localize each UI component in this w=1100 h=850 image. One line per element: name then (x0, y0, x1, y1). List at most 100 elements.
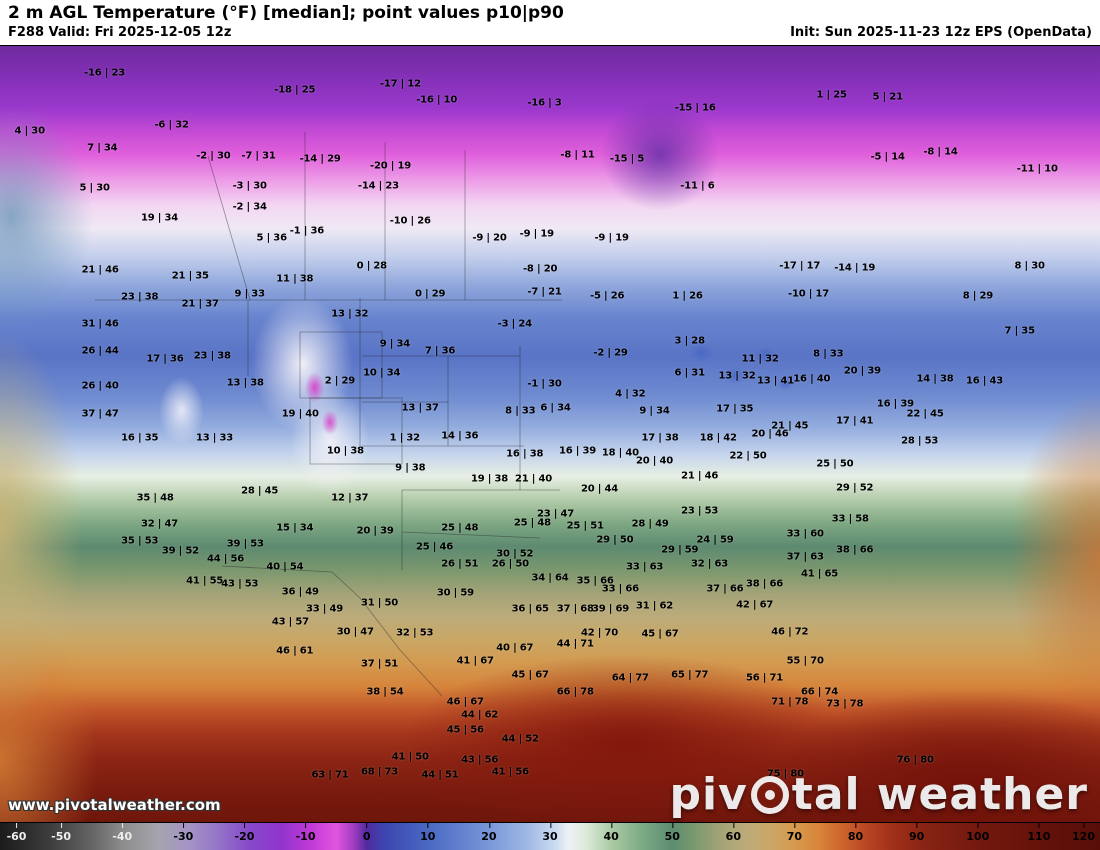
map-header: 2 m AGL Temperature (°F) [median]; point… (0, 0, 1100, 46)
point-value: 19 | 34 (140, 212, 179, 224)
point-value: 7 | 34 (87, 142, 118, 154)
point-value: -20 | 19 (370, 160, 411, 171)
point-value: 19 | 40 (281, 408, 319, 420)
point-value: 29 | 50 (596, 534, 634, 546)
point-value: 35 | 66 (576, 575, 614, 587)
point-value: 12 | 37 (331, 492, 369, 504)
point-value: 28 | 53 (901, 435, 939, 447)
point-value: 26 | 40 (81, 380, 119, 392)
colorbar-tick-label: 0 (363, 823, 370, 850)
point-value: -16 | 10 (416, 94, 458, 106)
point-value: 26 | 50 (491, 558, 529, 570)
point-value: 25 | 48 (513, 517, 551, 529)
point-value: 41 | 56 (491, 766, 529, 778)
point-value: 45 | 67 (511, 669, 549, 681)
point-value: 20 | 44 (580, 483, 619, 495)
point-value: 16 | 40 (793, 373, 831, 385)
colorbar-tick-label: 110 (1027, 823, 1050, 850)
point-value: -9 | 19 (519, 228, 554, 240)
point-value: 25 | 48 (441, 522, 479, 534)
point-value: 37 | 47 (81, 408, 119, 420)
point-value: 33 | 49 (305, 603, 344, 615)
point-value: 13 | 32 (331, 308, 369, 320)
point-value: 44 | 62 (461, 709, 499, 721)
point-value: 46 | 61 (276, 645, 314, 657)
point-value: 30 | 47 (336, 626, 374, 638)
point-value: 46 | 67 (446, 696, 484, 708)
point-value: 9 | 34 (379, 338, 411, 350)
point-value: 56 | 71 (745, 672, 784, 684)
point-value: -14 | 23 (357, 180, 399, 192)
point-value: 45 | 67 (641, 628, 679, 640)
point-value: 23 | 38 (193, 350, 231, 362)
point-value: 33 | 58 (831, 513, 869, 525)
point-value: 8 | 29 (962, 290, 994, 302)
point-value: -16 | 23 (84, 67, 125, 79)
colorbar-tick-label: 100 (966, 823, 989, 850)
point-value: 18 | 40 (601, 447, 639, 459)
point-value: 26 | 44 (81, 345, 119, 357)
colorbar: -60 -50 -40 -30 -20 -10 0 10 20 30 40 50 60 70 80 90 100… (0, 822, 1100, 850)
point-value: -1 | 30 (527, 378, 562, 390)
watermark-url: www.pivotalweather.com (8, 796, 221, 814)
point-value: 38 | 66 (745, 578, 784, 590)
point-value: -11 | 6 (680, 180, 715, 192)
point-value: 65 | 77 (671, 669, 709, 681)
point-value: -2 | 34 (232, 201, 267, 213)
point-value: 66 | 74 (800, 686, 839, 698)
point-value: 25 | 50 (816, 458, 854, 470)
point-value: 35 | 48 (136, 492, 174, 504)
page-title: 2 m AGL Temperature (°F) [median]; point… (8, 3, 564, 23)
colorbar-tick-label: 10 (420, 823, 435, 850)
point-value: 33 | 66 (601, 583, 639, 595)
point-value: -17 | 17 (779, 260, 821, 272)
point-value: 4 | 32 (615, 388, 646, 400)
brand-text-post: tal weather (791, 769, 1088, 820)
point-value: 29 | 52 (836, 482, 874, 494)
colorbar-tick-label: -50 (51, 823, 71, 850)
point-value: -5 | 14 (870, 151, 905, 163)
point-value: -15 | 5 (609, 153, 645, 165)
point-value: 1 | 25 (816, 89, 847, 101)
colorbar-tick-label: 30 (542, 823, 558, 850)
point-value: 34 | 64 (531, 572, 569, 584)
point-value: 5 | 21 (872, 91, 903, 103)
colorbar-tick-label: 80 (848, 823, 863, 850)
point-value: 42 | 67 (736, 599, 774, 611)
point-value: 43 | 57 (271, 616, 309, 628)
point-value: 1 | 26 (672, 290, 703, 302)
point-value: 31 | 62 (635, 600, 674, 612)
point-value: 41 | 55 (186, 575, 224, 587)
colorbar-tick-label: 50 (665, 823, 680, 850)
point-value: -7 | 21 (527, 286, 562, 298)
point-value: 16 | 43 (965, 375, 1004, 387)
point-value: 21 | 46 (681, 470, 719, 482)
point-value: 21 | 35 (171, 270, 209, 282)
point-value: 37 | 66 (706, 583, 744, 595)
colorbar-tick-label: -20 (235, 823, 254, 850)
point-value: 38 | 66 (836, 544, 874, 556)
point-value: 9 | 34 (639, 405, 670, 417)
point-value: 42 | 70 (580, 627, 619, 639)
point-value: 6 | 34 (540, 402, 571, 414)
point-value: 37 | 68 (556, 603, 594, 615)
pivotal-logo-icon (750, 775, 789, 814)
point-value: 24 | 59 (696, 534, 734, 546)
point-value: 20 | 39 (356, 525, 394, 537)
point-value: 68 | 73 (360, 766, 399, 778)
point-value: 23 | 53 (681, 505, 719, 517)
point-value: 11 | 38 (276, 273, 314, 285)
point-value: 16 | 38 (506, 448, 544, 460)
point-value: 23 | 47 (536, 508, 575, 520)
point-value: 46 | 72 (771, 626, 809, 638)
point-value: 17 | 41 (836, 415, 874, 427)
point-value: -8 | 20 (522, 263, 558, 275)
colorbar-tick-label: -10 (296, 823, 315, 850)
point-value: 10 | 34 (363, 367, 401, 379)
point-value: 39 | 53 (226, 538, 264, 550)
point-value: -3 | 30 (232, 180, 267, 192)
point-value: 40 | 54 (266, 561, 304, 573)
point-value: -10 | 17 (788, 288, 829, 300)
point-value: 4 | 30 (14, 125, 45, 137)
point-value: 30 | 59 (436, 587, 474, 599)
